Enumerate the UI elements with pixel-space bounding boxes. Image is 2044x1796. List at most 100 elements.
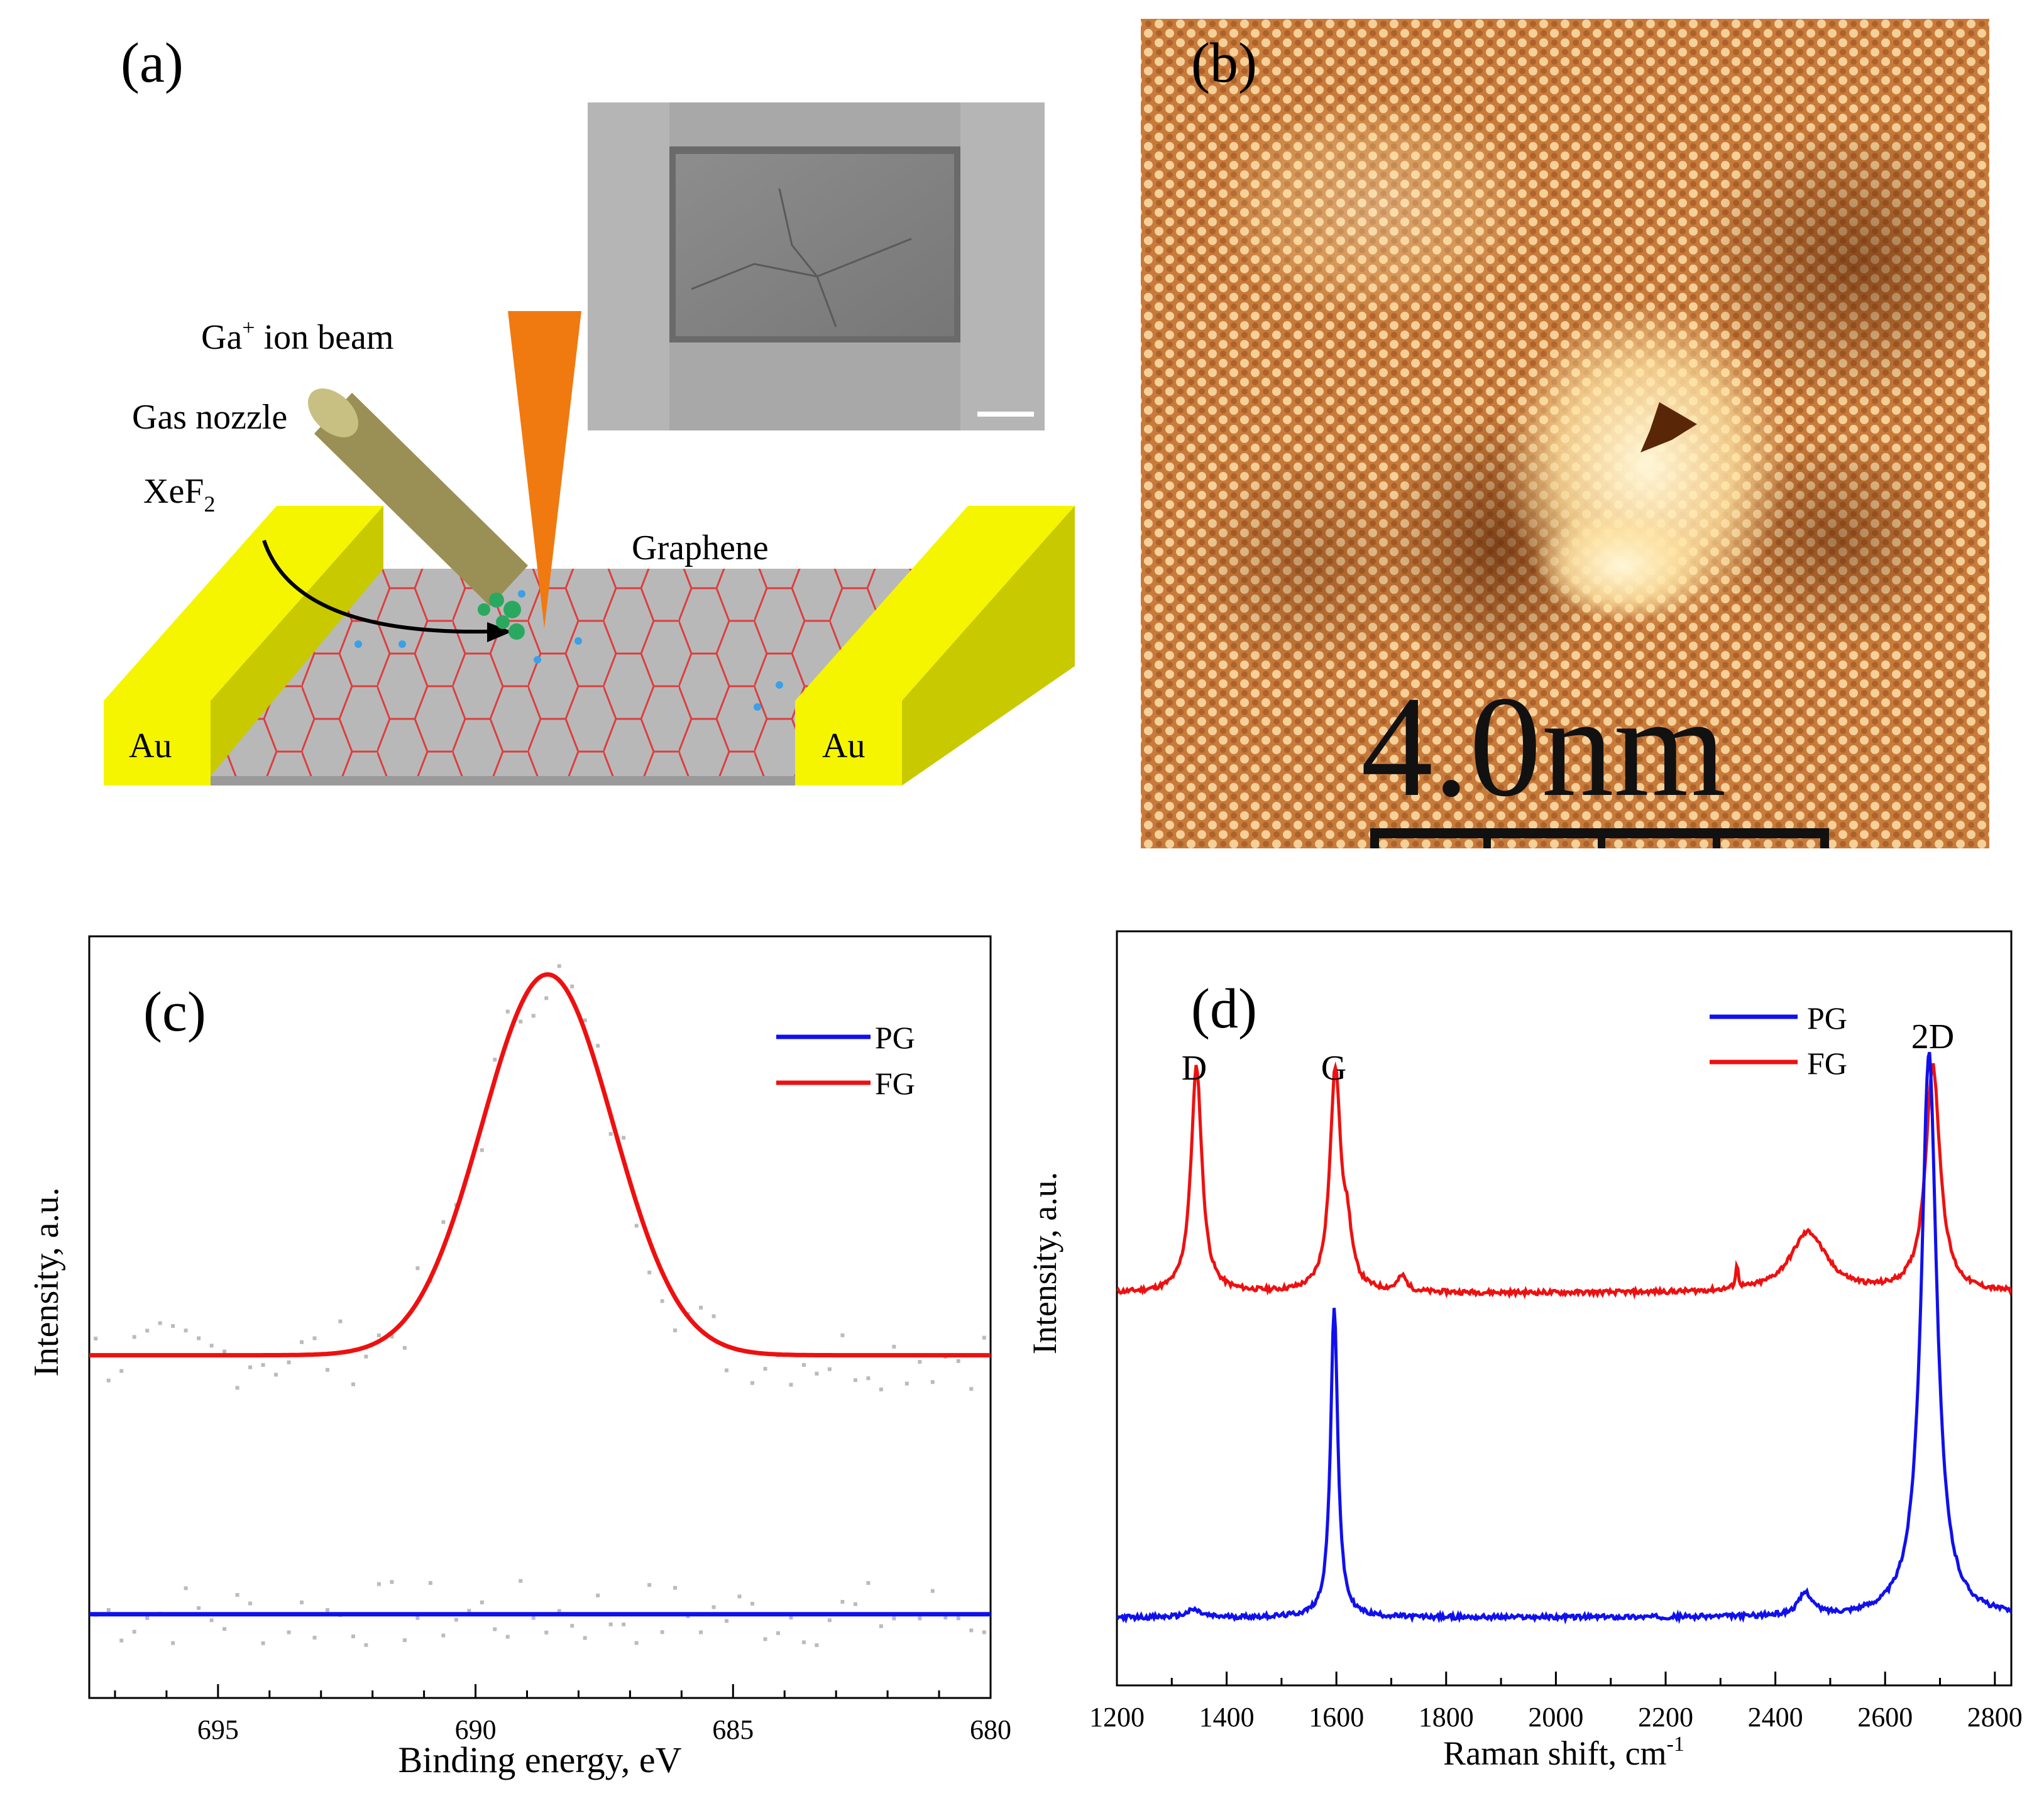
raw-data-point	[441, 1220, 446, 1224]
raw-data-point	[519, 1019, 523, 1024]
raw-data-point	[699, 1305, 703, 1310]
raw-data-point	[544, 996, 549, 1000]
raw-data-point	[801, 1363, 806, 1367]
raw-data-point	[235, 1386, 239, 1390]
graphene-sheet: Graphene	[211, 528, 921, 786]
raw-data-point	[725, 1368, 729, 1372]
plot-d-frame	[1116, 930, 2013, 1687]
raw-data-point	[789, 1616, 793, 1620]
raw-data-point	[853, 1378, 857, 1383]
raw-data-point	[699, 1630, 703, 1634]
raw-data-point	[531, 1616, 536, 1620]
x-tick-label: 685	[712, 1714, 754, 1745]
raw-data-point	[364, 1354, 368, 1359]
raw-data-point	[209, 1618, 214, 1623]
panel-a-label: (a)	[121, 32, 184, 94]
raw-data-point	[956, 1359, 960, 1363]
raw-data-point	[904, 1381, 909, 1386]
raw-data-point	[132, 1629, 136, 1634]
panel-d-label: (d)	[1191, 978, 1257, 1040]
raw-data-point	[943, 1616, 948, 1620]
x-tick-label: 695	[197, 1714, 239, 1745]
raw-data-point	[171, 1641, 175, 1645]
raw-data-point	[209, 1344, 214, 1348]
legend-d-fg-label: FG	[1807, 1046, 1847, 1081]
raw-data-point	[660, 1630, 664, 1634]
raw-data-point	[673, 1328, 678, 1333]
electrode-label-left: Au	[129, 726, 172, 765]
raw-data-point	[223, 1627, 227, 1631]
raw-data-point	[261, 1641, 265, 1645]
raw-data-point	[480, 1148, 484, 1153]
peak-label-2d: 2D	[1911, 1017, 1954, 1056]
plot-c-x-ticks: 695 690 685 680	[114, 1684, 1011, 1745]
raw-data-point	[132, 1335, 136, 1339]
raw-data-point	[390, 1334, 394, 1339]
raw-data-point	[866, 1376, 871, 1381]
raw-data-point	[171, 1324, 175, 1328]
raw-data-point	[840, 1333, 845, 1337]
plot-c-x-axis-label: Binding energy, eV	[398, 1739, 681, 1780]
raw-data-point	[853, 1602, 857, 1606]
raw-data-point	[197, 1606, 201, 1610]
raw-data-point	[300, 1600, 304, 1604]
raw-data-point	[287, 1630, 291, 1634]
gold-electrode-left: Au	[104, 506, 383, 786]
raw-data-point	[570, 1624, 574, 1628]
xef2-flow-arrow	[262, 540, 512, 642]
panel-c: 695 690 685 680 (c) PG FG Binding energy, e…	[27, 935, 1011, 1780]
raw-data-point	[145, 1328, 150, 1333]
peak-label-d: D	[1182, 1049, 1207, 1088]
raw-data-point	[712, 1605, 716, 1609]
raw-data-point	[647, 1583, 652, 1587]
afm-image: 4.0nm	[1141, 19, 1989, 848]
raw-data-point	[376, 1582, 381, 1586]
sem-scale-bar	[977, 412, 1034, 417]
raw-data-point	[982, 1335, 986, 1340]
x-tick-label: 1400	[1199, 1702, 1255, 1733]
raw-data-point	[94, 1337, 98, 1341]
plot-c-frame	[88, 935, 992, 1699]
raw-data-point	[827, 1367, 832, 1371]
xps-raw-data-points	[94, 964, 986, 1648]
raw-data-point	[892, 1345, 896, 1349]
raw-data-point	[570, 984, 574, 988]
raw-data-point	[415, 1616, 420, 1620]
raw-data-point	[712, 1314, 716, 1318]
ion-beam	[508, 311, 581, 628]
raw-data-point	[119, 1369, 124, 1373]
raw-data-point	[287, 1360, 291, 1364]
plot-d-x-axis-label: Raman shift, cm-1	[1443, 1733, 1684, 1772]
panel-b-label: (b)	[1191, 32, 1257, 94]
raw-data-point	[622, 1136, 626, 1140]
raw-data-point	[583, 1018, 587, 1022]
electrode-label-right: Au	[822, 726, 865, 765]
raw-data-point	[454, 1618, 458, 1622]
raw-data-point	[312, 1336, 317, 1340]
raw-data-point	[634, 1641, 639, 1645]
raw-data-point	[351, 1382, 355, 1386]
x-tick-label: 690	[455, 1714, 497, 1745]
peak-label-g: G	[1321, 1049, 1346, 1088]
panel-d: 1200 1400 1600 1800 2000 2200 2400 2600 2800 (d)…	[1026, 930, 2023, 1772]
raw-data-point	[325, 1367, 329, 1372]
sem-inset-image	[588, 102, 1045, 430]
raw-data-point	[467, 1609, 471, 1613]
raw-data-point	[647, 1270, 652, 1274]
raw-data-point	[673, 1585, 678, 1590]
raw-data-point	[827, 1618, 832, 1623]
raw-data-point	[918, 1616, 922, 1621]
x-tick-label: 2800	[1967, 1702, 2023, 1733]
raw-data-point	[441, 1633, 446, 1638]
raw-data-point	[750, 1381, 755, 1385]
raw-data-point	[596, 1593, 600, 1597]
panel-c-label: (c)	[143, 981, 206, 1043]
plot-c-legend: PG FG	[776, 1020, 915, 1101]
raw-data-point	[338, 1319, 343, 1323]
raw-data-point	[557, 964, 561, 968]
raw-data-point	[351, 1634, 355, 1638]
xef2-label: XeF2	[143, 472, 215, 517]
x-tick-label: 2000	[1528, 1702, 1583, 1733]
raw-data-point	[493, 1058, 497, 1062]
raw-data-point	[364, 1643, 368, 1647]
